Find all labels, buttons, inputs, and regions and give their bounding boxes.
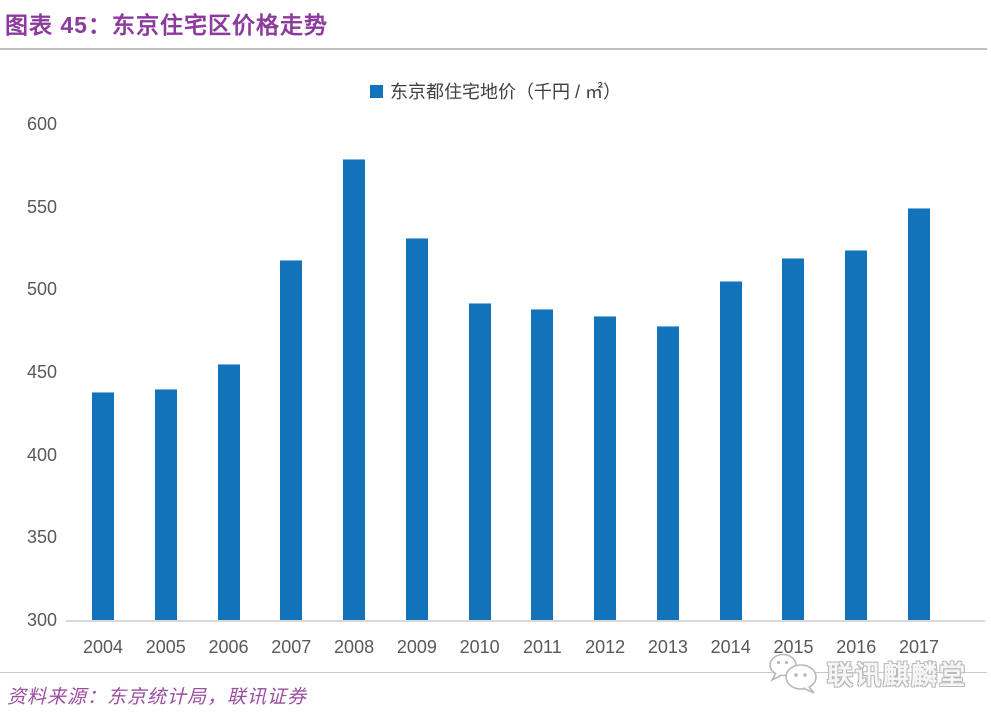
x-tick-2014: 2014: [710, 637, 751, 657]
source-note: 资料来源：东京统计局，联讯证券: [7, 687, 308, 708]
x-tick-2007: 2007: [271, 637, 312, 657]
bar-2016: [845, 249, 868, 621]
chart-legend: 东京都住宅地价（千円 / ㎡）: [0, 78, 991, 104]
footer-divider: [0, 672, 987, 673]
x-tick-2009: 2009: [396, 637, 437, 657]
bar-2007: [280, 259, 303, 621]
bar-2017: [908, 208, 930, 621]
bar-2012: [594, 315, 617, 621]
brand-logo: 联讯麒麟堂: [765, 650, 967, 696]
x-tick-2015: 2015: [773, 637, 814, 657]
y-tick-450: 450: [26, 362, 57, 382]
x-tick-2006: 2006: [208, 637, 249, 657]
header-divider: [0, 48, 987, 50]
bar-2005: [154, 388, 177, 621]
y-tick-550: 550: [26, 196, 57, 217]
x-tick-2010: 2010: [459, 637, 500, 657]
wechat-icon: [769, 653, 817, 694]
x-tick-2016: 2016: [836, 637, 877, 657]
bar-2011: [531, 309, 554, 621]
x-tick-2012: 2012: [585, 637, 626, 657]
y-tick-350: 350: [26, 527, 57, 548]
bar-2010: [468, 302, 491, 621]
figure-title: 图表 45：东京住宅区价格走势: [5, 12, 328, 38]
x-tick-2013: 2013: [647, 637, 688, 657]
legend-label: 东京都住宅地价（千円 / ㎡）: [389, 82, 621, 102]
x-tick-2008: 2008: [334, 637, 375, 657]
y-tick-500: 500: [26, 279, 57, 300]
bar-2008: [343, 158, 366, 621]
x-tick-2017: 2017: [898, 637, 940, 657]
x-axis-line: [66, 620, 985, 622]
y-tick-300: 300: [26, 610, 57, 630]
bar-2015: [782, 257, 805, 621]
y-tick-400: 400: [26, 444, 57, 465]
x-tick-2005: 2005: [145, 637, 186, 657]
bar-2014: [719, 281, 742, 621]
bar-2004: [92, 391, 114, 621]
y-tick-600: 600: [26, 114, 57, 134]
bar-2006: [217, 363, 240, 621]
x-tick-2011: 2011: [523, 637, 562, 657]
brand-logo-text: 联讯麒麟堂: [826, 659, 967, 690]
bar-2013: [656, 325, 679, 621]
bar-2009: [405, 238, 428, 621]
x-tick-2004: 2004: [82, 637, 124, 657]
legend-swatch-icon: [369, 84, 383, 98]
